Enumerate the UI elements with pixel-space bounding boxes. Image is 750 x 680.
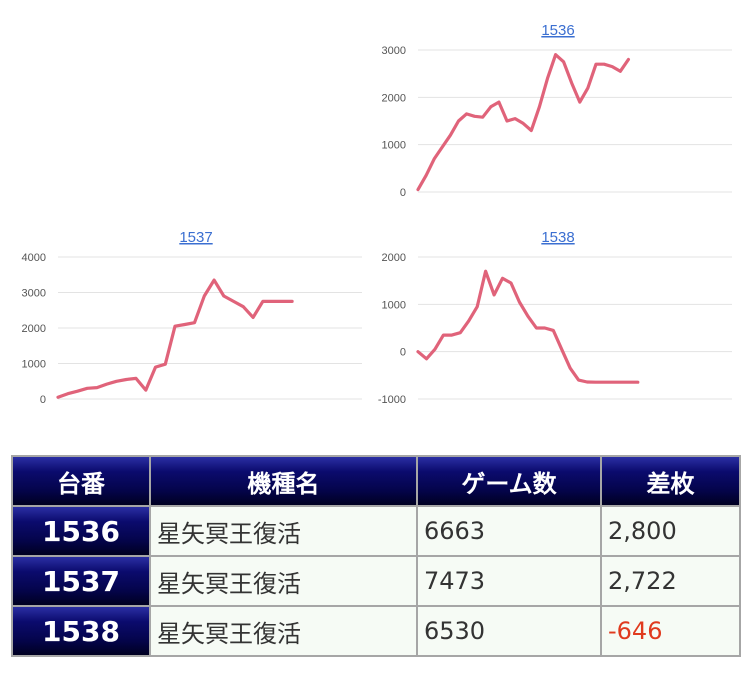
row-machine-name: 星矢冥王復活	[149, 505, 418, 557]
chart-1538-svg: -1000 0 1000 2000 1538	[378, 229, 732, 406]
row-unit-number: 1538	[11, 605, 151, 657]
chart-1536-title-link[interactable]: 1536	[541, 22, 574, 39]
y-tick-label: 2000	[382, 252, 406, 264]
chart-1536-svg: 0 1000 2000 3000 1536	[382, 22, 732, 199]
table-row: 1536 星矢冥王復活 6663 2,800	[11, 505, 741, 557]
table-header-row: 台番 機種名 ゲーム数 差枚	[11, 455, 741, 507]
chart-1538: -1000 0 1000 2000 1538	[370, 222, 740, 412]
header-machine-name: 機種名	[149, 455, 418, 507]
row-machine-name: 星矢冥王復活	[149, 605, 418, 657]
y-tick-label: 1000	[22, 359, 46, 371]
y-tick-label: 0	[40, 394, 46, 406]
chart-1537-title-link[interactable]: 1537	[179, 229, 212, 246]
y-tick-label: 2000	[22, 323, 46, 335]
y-tick-label: 1000	[382, 299, 406, 311]
row-coin-difference: 2,722	[600, 555, 741, 607]
chart-1537: 0 1000 2000 3000 4000 1537	[10, 222, 370, 412]
row-game-count: 6663	[416, 505, 602, 557]
chart-1536: 0 1000 2000 3000 1536	[370, 15, 740, 210]
header-unit-number: 台番	[11, 455, 151, 507]
y-tick-label: 4000	[22, 252, 46, 264]
row-unit-number: 1536	[11, 505, 151, 557]
row-coin-difference: -646	[600, 605, 741, 657]
y-tick-label: 3000	[22, 288, 46, 300]
y-tick-label: 2000	[382, 92, 406, 104]
table-row: 1537 星矢冥王復活 7473 2,722	[11, 555, 741, 607]
y-tick-label: 3000	[382, 45, 406, 57]
y-tick-label: -1000	[378, 394, 406, 406]
row-game-count: 7473	[416, 555, 602, 607]
row-coin-difference: 2,800	[600, 505, 741, 557]
chart-1538-title-link[interactable]: 1538	[541, 229, 574, 246]
series-line	[416, 269, 640, 384]
header-game-count: ゲーム数	[416, 455, 602, 507]
y-tick-label: 0	[400, 187, 406, 199]
y-tick-label: 1000	[382, 140, 406, 152]
row-unit-number: 1537	[11, 555, 151, 607]
row-game-count: 6530	[416, 605, 602, 657]
series-line	[56, 278, 294, 399]
chart-1537-svg: 0 1000 2000 3000 4000 1537	[22, 229, 362, 406]
row-machine-name: 星矢冥王復活	[149, 555, 418, 607]
table-row: 1538 星矢冥王復活 6530 -646	[11, 605, 741, 657]
y-tick-label: 0	[400, 347, 406, 359]
header-coin-difference: 差枚	[600, 455, 741, 507]
series-line	[416, 53, 630, 192]
data-table: 台番 機種名 ゲーム数 差枚 1536 星矢冥王復活 6663 2,800 15…	[11, 455, 741, 657]
